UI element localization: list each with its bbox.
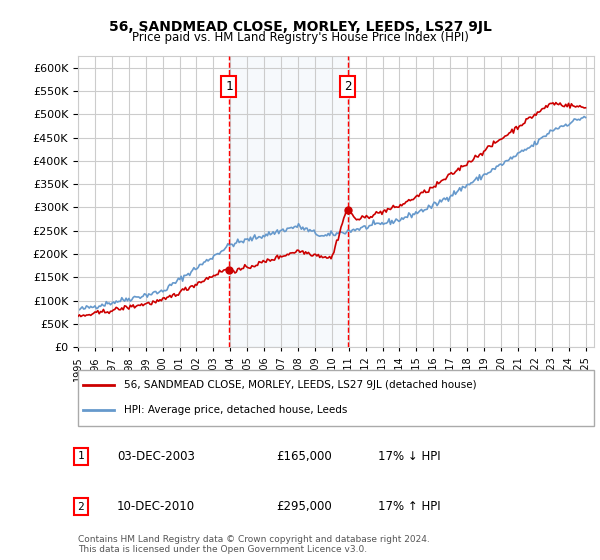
Text: £165,000: £165,000 bbox=[276, 450, 332, 463]
Text: 2: 2 bbox=[77, 502, 85, 512]
Text: 56, SANDMEAD CLOSE, MORLEY, LEEDS, LS27 9JL (detached house): 56, SANDMEAD CLOSE, MORLEY, LEEDS, LS27 … bbox=[124, 380, 477, 390]
Text: HPI: Average price, detached house, Leeds: HPI: Average price, detached house, Leed… bbox=[124, 405, 348, 415]
Text: 1: 1 bbox=[77, 451, 85, 461]
Text: £295,000: £295,000 bbox=[276, 500, 332, 514]
Text: 56, SANDMEAD CLOSE, MORLEY, LEEDS, LS27 9JL: 56, SANDMEAD CLOSE, MORLEY, LEEDS, LS27 … bbox=[109, 20, 491, 34]
Text: Price paid vs. HM Land Registry's House Price Index (HPI): Price paid vs. HM Land Registry's House … bbox=[131, 31, 469, 44]
Text: Contains HM Land Registry data © Crown copyright and database right 2024.
This d: Contains HM Land Registry data © Crown c… bbox=[78, 535, 430, 554]
Text: 17% ↓ HPI: 17% ↓ HPI bbox=[378, 450, 440, 463]
Text: 03-DEC-2003: 03-DEC-2003 bbox=[117, 450, 195, 463]
FancyBboxPatch shape bbox=[78, 370, 594, 426]
Text: 2: 2 bbox=[344, 80, 352, 93]
Bar bbox=[229, 56, 348, 347]
Text: 10-DEC-2010: 10-DEC-2010 bbox=[117, 500, 195, 514]
Text: 17% ↑ HPI: 17% ↑ HPI bbox=[378, 500, 440, 514]
Text: 1: 1 bbox=[225, 80, 233, 93]
